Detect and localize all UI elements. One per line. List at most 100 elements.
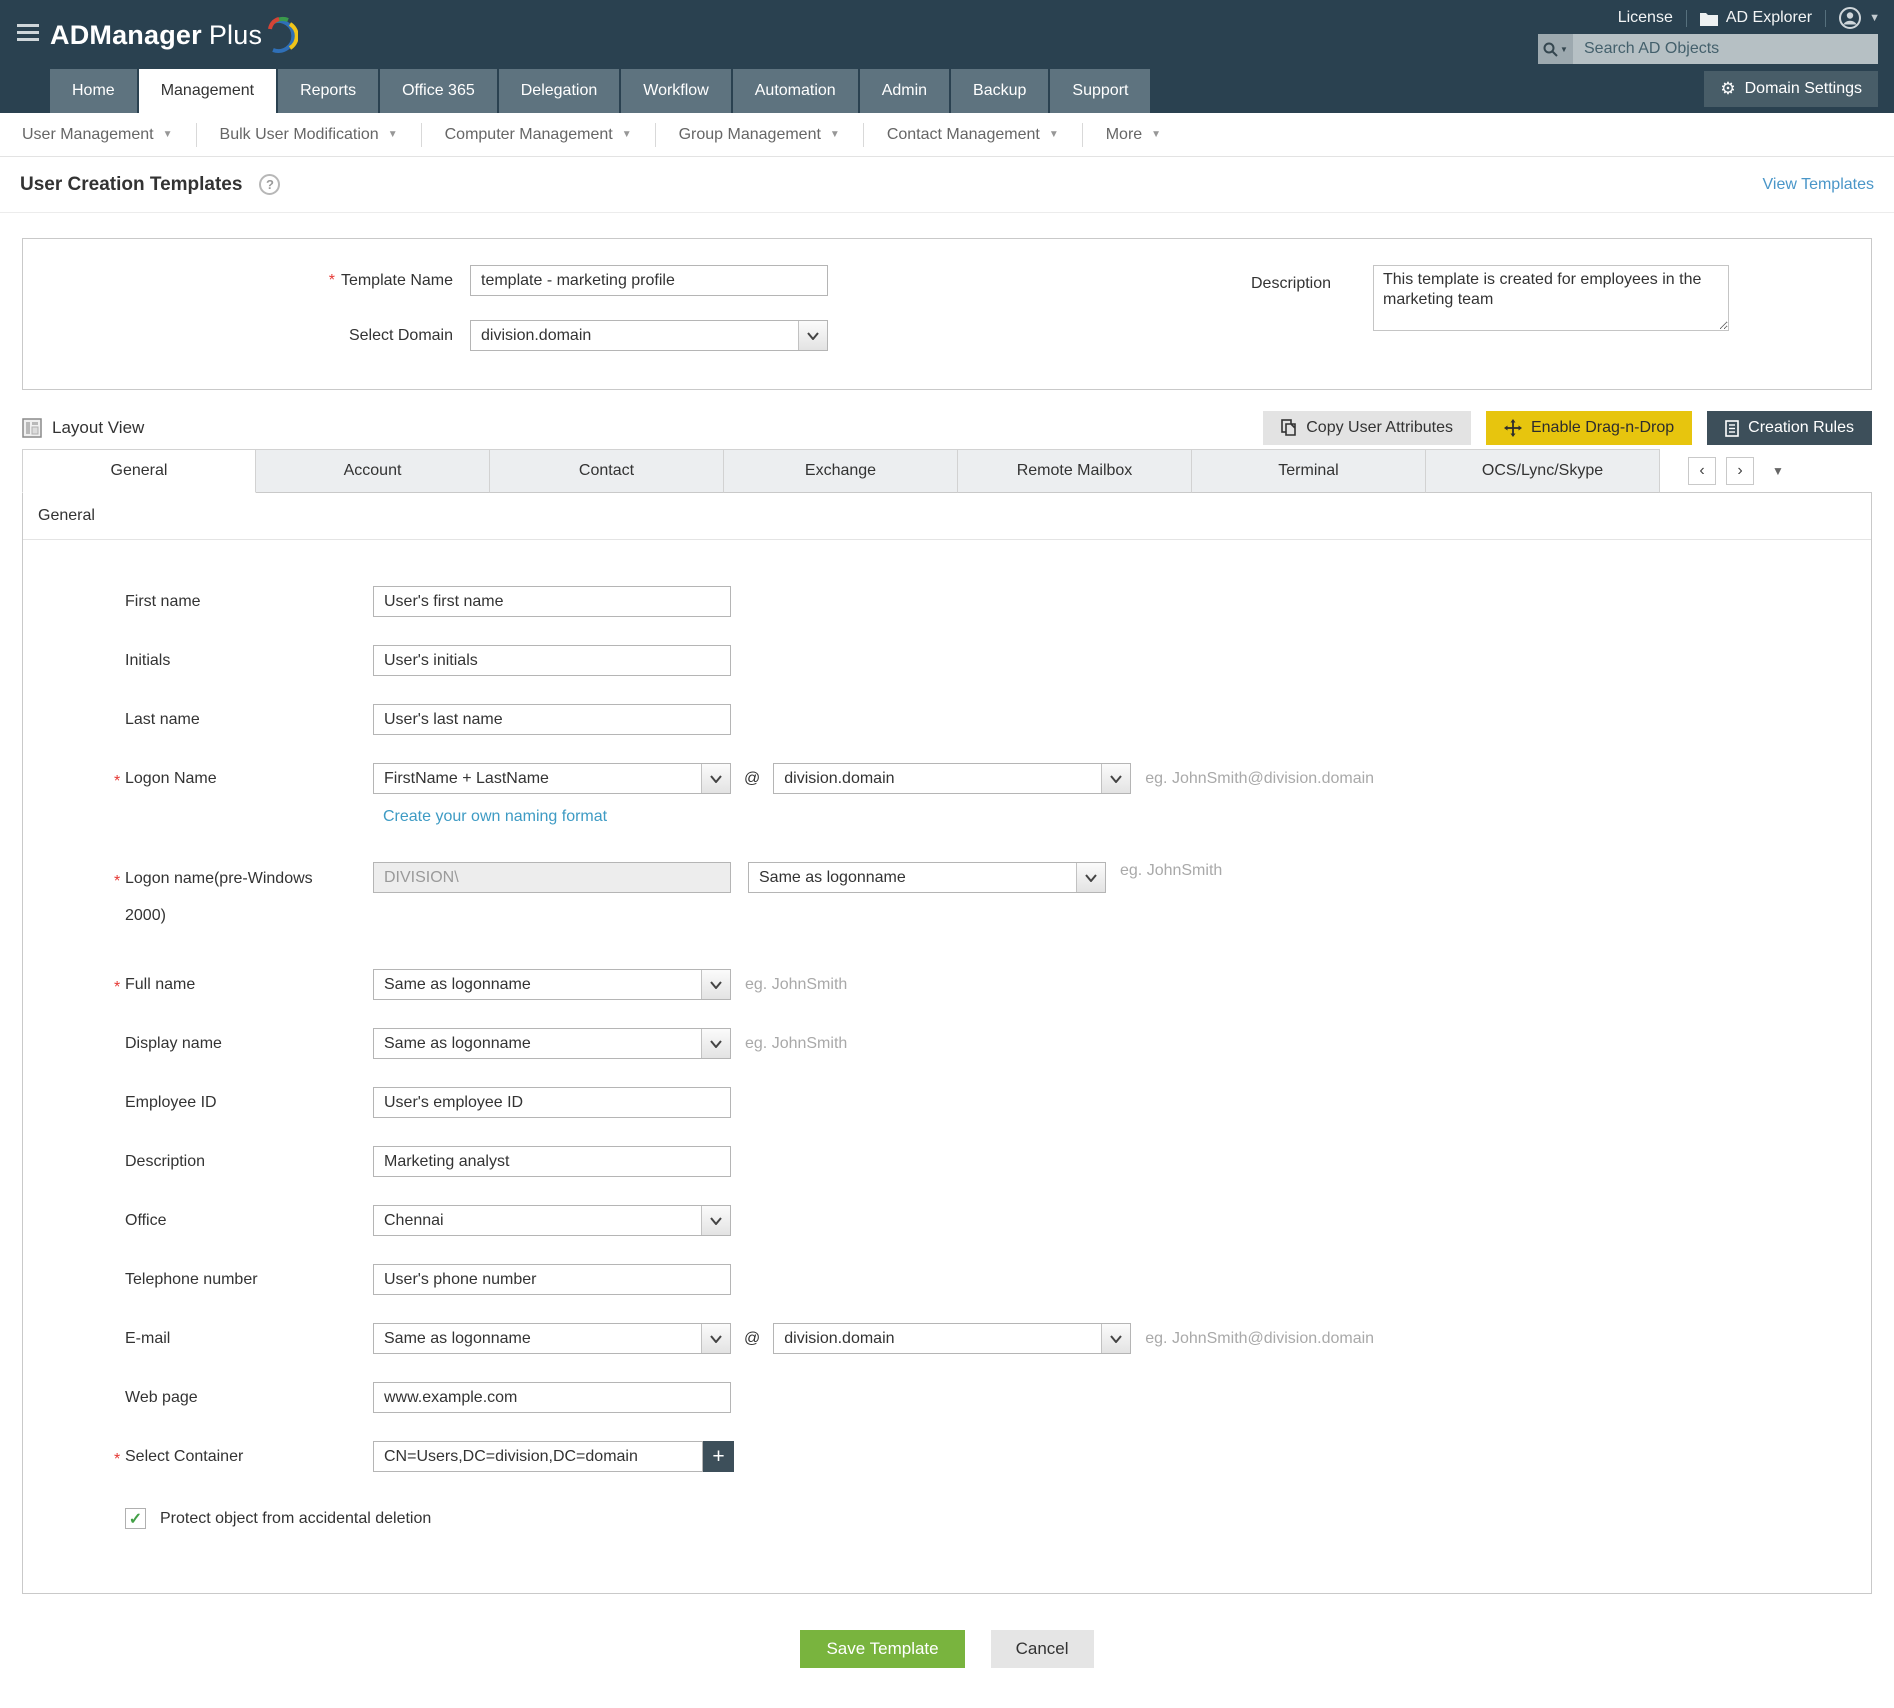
cancel-button[interactable]: Cancel xyxy=(990,1630,1094,1669)
web-page-input[interactable] xyxy=(373,1382,731,1414)
template-info-panel: *Template Name Select Domain division.do… xyxy=(22,238,1872,390)
tab-contact[interactable]: Contact xyxy=(490,449,724,493)
subnav-bulk-user-modification[interactable]: Bulk User Modification ▼ xyxy=(219,125,398,143)
select-domain-dropdown[interactable]: division.domain xyxy=(470,320,828,351)
check-icon: ✓ xyxy=(128,1510,143,1528)
page-title: User Creation Templates xyxy=(20,173,243,195)
caret-down-icon: ▼ xyxy=(1151,129,1162,140)
copy-user-attributes-button[interactable]: Copy User Attributes xyxy=(1263,411,1471,445)
chevron-down-icon xyxy=(1076,863,1105,892)
nav-tab-backup[interactable]: Backup xyxy=(951,69,1049,113)
creation-rules-button[interactable]: Creation Rules xyxy=(1707,411,1872,445)
layout-toolbar: Layout View Copy User Attributes Enable … xyxy=(22,411,1872,445)
nav-tab-reports[interactable]: Reports xyxy=(278,69,379,113)
logon-name-format-dropdown[interactable]: FirstName + LastName xyxy=(373,763,731,794)
display-name-label: Display name xyxy=(125,1035,222,1053)
divider xyxy=(1081,122,1083,147)
nav-tab-workflow[interactable]: Workflow xyxy=(621,69,731,113)
chevron-down-icon xyxy=(1101,1324,1131,1354)
logon-pre2000-format-dropdown[interactable]: Same as logonname xyxy=(748,862,1106,893)
domain-settings-button[interactable]: ⚙ Domain Settings xyxy=(1704,70,1878,107)
subnav-more[interactable]: More ▼ xyxy=(1105,125,1162,143)
tab-remote-mailbox[interactable]: Remote Mailbox xyxy=(958,449,1192,493)
office-dropdown[interactable]: Chennai xyxy=(373,1205,731,1237)
field-row-description: Description xyxy=(111,1146,1871,1178)
select-container-input[interactable] xyxy=(373,1441,703,1473)
logon-name-domain-dropdown[interactable]: division.domain xyxy=(773,763,1132,794)
layout-view-toggle[interactable]: Layout View xyxy=(22,418,144,438)
app-header: ADManager Plus License AD Explorer ▼ xyxy=(0,0,1894,113)
tab-account[interactable]: Account xyxy=(256,449,490,493)
folder-icon xyxy=(1699,12,1718,26)
chevron-down-icon xyxy=(1101,764,1131,793)
user-account-menu[interactable]: ▼ xyxy=(1839,7,1880,29)
logon-name-hint: eg. JohnSmith@division.domain xyxy=(1145,769,1375,787)
save-template-button[interactable]: Save Template xyxy=(800,1630,965,1669)
chevron-down-icon xyxy=(798,321,827,350)
subnav-group-management[interactable]: Group Management ▼ xyxy=(678,125,840,143)
description-textarea[interactable]: This template is created for employees i… xyxy=(1373,265,1729,331)
tab-exchange[interactable]: Exchange xyxy=(724,449,958,493)
field-row-full-name: Full name Same as logonname eg. JohnSmit… xyxy=(111,969,1871,1002)
protect-object-checkbox[interactable]: ✓ xyxy=(125,1508,146,1530)
ad-explorer-link[interactable]: AD Explorer xyxy=(1699,9,1812,27)
email-label: E-mail xyxy=(125,1330,171,1348)
field-row-office: Office Chennai xyxy=(111,1205,1871,1237)
description-field-label: Description xyxy=(125,1153,206,1171)
field-row-logon-name: Logon Name FirstName + LastName @ divisi… xyxy=(111,763,1871,795)
management-subnav: User Management ▼ Bulk User Modification ▼… xyxy=(0,113,1894,157)
enable-drag-n-drop-button[interactable]: Enable Drag-n-Drop xyxy=(1485,411,1693,445)
initials-label: Initials xyxy=(125,651,171,669)
at-symbol: @ xyxy=(744,1329,761,1347)
logon-name-label: Logon Name xyxy=(111,765,373,795)
search-bar: ▼ xyxy=(1538,34,1878,64)
email-domain-dropdown[interactable]: division.domain xyxy=(773,1323,1132,1355)
nav-tab-office365[interactable]: Office 365 xyxy=(380,69,497,113)
header-links: License AD Explorer ▼ xyxy=(1618,7,1880,29)
display-name-format-dropdown[interactable]: Same as logonname xyxy=(373,1028,731,1060)
field-row-initials: Initials xyxy=(111,645,1871,676)
tab-terminal[interactable]: Terminal xyxy=(1192,449,1426,493)
description-input[interactable] xyxy=(373,1146,731,1178)
template-name-label: * Template Name xyxy=(328,271,453,289)
nav-tab-home[interactable]: Home xyxy=(50,69,137,113)
protect-object-label: Protect object from accidental deletion xyxy=(160,1509,432,1527)
tab-scroll-area: ‹ › ▼ xyxy=(1660,449,1872,493)
add-container-button[interactable]: + xyxy=(703,1441,734,1473)
nav-tab-automation[interactable]: Automation xyxy=(732,69,858,113)
nav-tab-support[interactable]: Support xyxy=(1050,69,1151,113)
view-templates-link[interactable]: View Templates xyxy=(1762,175,1874,193)
copy-icon xyxy=(1281,419,1297,436)
section-header: General xyxy=(23,493,1871,540)
subnav-computer-management[interactable]: Computer Management ▼ xyxy=(444,125,632,143)
chevron-down-icon xyxy=(701,1206,730,1236)
divider xyxy=(654,122,656,147)
subnav-user-management[interactable]: User Management ▼ xyxy=(22,125,173,143)
search-input[interactable] xyxy=(1573,34,1878,64)
select-container-label: Select Container xyxy=(111,1443,373,1473)
full-name-format-dropdown[interactable]: Same as logonname xyxy=(373,969,731,1001)
description-label: Description xyxy=(1251,275,1332,292)
hamburger-menu-icon[interactable] xyxy=(17,24,39,45)
help-icon[interactable]: ? xyxy=(259,174,281,195)
last-name-input[interactable] xyxy=(373,704,731,735)
tab-list-dropdown-icon[interactable]: ▼ xyxy=(1772,463,1784,478)
email-format-dropdown[interactable]: Same as logonname xyxy=(373,1323,731,1355)
create-naming-format-link[interactable]: Create your own naming format xyxy=(383,808,608,825)
license-link[interactable]: License xyxy=(1617,9,1673,26)
subnav-contact-management[interactable]: Contact Management ▼ xyxy=(886,125,1059,143)
tab-general[interactable]: General xyxy=(22,449,256,493)
first-name-input[interactable] xyxy=(373,586,731,617)
chevron-right-icon[interactable]: › xyxy=(1726,456,1754,485)
employee-id-input[interactable] xyxy=(373,1087,731,1119)
nav-tab-delegation[interactable]: Delegation xyxy=(498,69,620,113)
search-scope-button[interactable]: ▼ xyxy=(1538,34,1573,64)
search-icon xyxy=(1543,42,1558,57)
initials-input[interactable] xyxy=(373,645,731,676)
nav-tab-management[interactable]: Management xyxy=(138,69,277,113)
chevron-left-icon[interactable]: ‹ xyxy=(1688,456,1716,485)
nav-tab-admin[interactable]: Admin xyxy=(859,69,950,113)
template-name-input[interactable] xyxy=(470,265,828,296)
tab-ocs-lync-skype[interactable]: OCS/Lync/Skype xyxy=(1426,449,1660,493)
telephone-input[interactable] xyxy=(373,1264,731,1296)
